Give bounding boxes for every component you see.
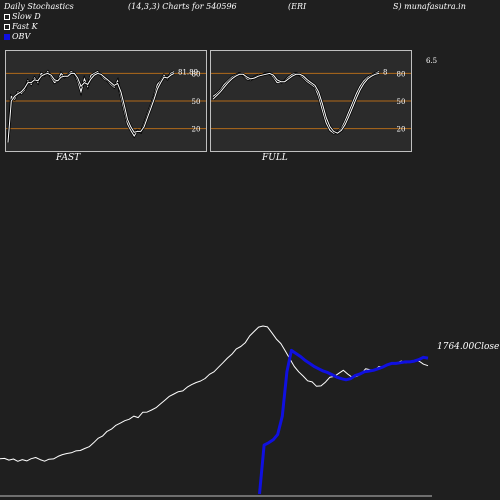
side-value: 6.5 <box>426 57 438 65</box>
level-tick-label: 50 <box>192 98 201 106</box>
full-panel-label: FULL <box>262 153 288 163</box>
level-tick-label: 20 <box>192 126 201 134</box>
chart-title: Daily Stochastics <box>4 2 74 11</box>
legend-label: OBV <box>12 32 31 41</box>
series-line-1 <box>7 72 175 143</box>
price-obv-chart <box>0 325 432 497</box>
level-tick-label: 80 <box>192 70 201 78</box>
obv-line <box>258 348 429 495</box>
legend-swatch-open <box>4 14 10 20</box>
legend-label: Fast K <box>12 22 38 31</box>
ticker-label: (ERI <box>288 2 307 11</box>
legend-slow-d: Slow D <box>4 12 41 21</box>
last-value-label: 8 <box>383 69 387 77</box>
price-line <box>0 325 429 462</box>
full-stoch-chart: 80 50 20 8 <box>211 69 411 135</box>
series-line-1 <box>212 72 380 134</box>
last-value-label: 81.89 <box>178 69 198 77</box>
chart-params: (14,3,3) Charts for 540596 <box>128 2 237 11</box>
full-stoch-panel: 80 50 20 8 <box>210 50 412 152</box>
fast-stoch-chart: 80 50 20 81.89 <box>6 69 206 143</box>
legend-swatch-blue <box>4 34 10 40</box>
level-tick-label: 20 <box>397 126 406 134</box>
legend-swatch-open <box>4 24 10 30</box>
site-label: S) munafasutra.in <box>393 2 466 11</box>
legend-obv: OBV <box>4 32 30 41</box>
level-tick-label: 50 <box>397 98 406 106</box>
close-label: 1764.00Close <box>437 342 500 352</box>
level-tick-label: 80 <box>397 70 406 78</box>
fast-stoch-panel: 80 50 20 81.89 <box>5 50 207 152</box>
legend-label: Slow D <box>12 12 41 21</box>
legend-fast-k: Fast K <box>4 22 38 31</box>
fast-panel-label: FAST <box>56 153 81 163</box>
